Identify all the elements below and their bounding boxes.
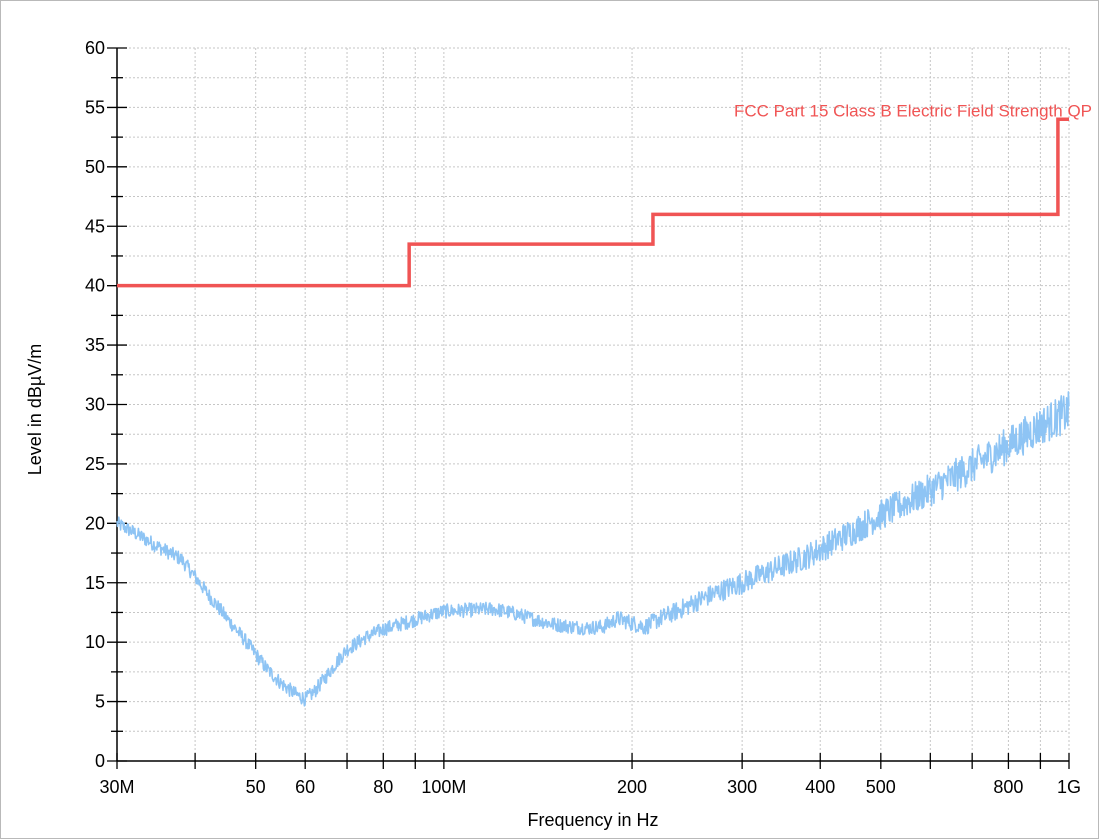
y-tick-label: 60 xyxy=(85,38,105,58)
limit-line xyxy=(117,117,1069,288)
y-tick-label: 35 xyxy=(85,335,105,355)
y-tick-label: 10 xyxy=(85,632,105,652)
labels: 0 5 10 15 20 25 30 35 40 45 50 55 60 30M 50 60 80 100M 200… xyxy=(85,38,1092,797)
x-tick-label: 400 xyxy=(805,777,835,797)
x-tick-label: 800 xyxy=(993,777,1023,797)
x-tick-label: 30M xyxy=(99,777,134,797)
series-layer xyxy=(116,117,1070,707)
y-tick-label: 50 xyxy=(85,157,105,177)
y-tick-label: 25 xyxy=(85,454,105,474)
x-tick-label: 500 xyxy=(866,777,896,797)
x-tick-label: 80 xyxy=(373,777,393,797)
y-tick-label: 55 xyxy=(85,97,105,117)
x-tick-label: 60 xyxy=(295,777,315,797)
limit-line-label: FCC Part 15 Class B Electric Field Stren… xyxy=(734,101,1092,120)
x-tick-label: 300 xyxy=(727,777,757,797)
y-tick-label: 0 xyxy=(95,751,105,771)
grid xyxy=(116,47,1070,762)
y-tick-label: 20 xyxy=(85,513,105,533)
measurement-trace xyxy=(116,391,1070,707)
x-tick-label: 50 xyxy=(246,777,266,797)
axes xyxy=(107,47,1070,769)
x-tick-label: 200 xyxy=(617,777,647,797)
x-tick-label: 1G xyxy=(1057,777,1081,797)
y-tick-label: 30 xyxy=(85,395,105,415)
y-axis-title: Level in dBµV/m xyxy=(25,344,45,475)
y-tick-label: 15 xyxy=(85,573,105,593)
y-tick-label: 40 xyxy=(85,276,105,296)
y-tick-label: 5 xyxy=(95,692,105,712)
x-tick-label: 100M xyxy=(421,777,466,797)
y-tick-label: 45 xyxy=(85,216,105,236)
x-axis-title: Frequency in Hz xyxy=(527,810,658,830)
